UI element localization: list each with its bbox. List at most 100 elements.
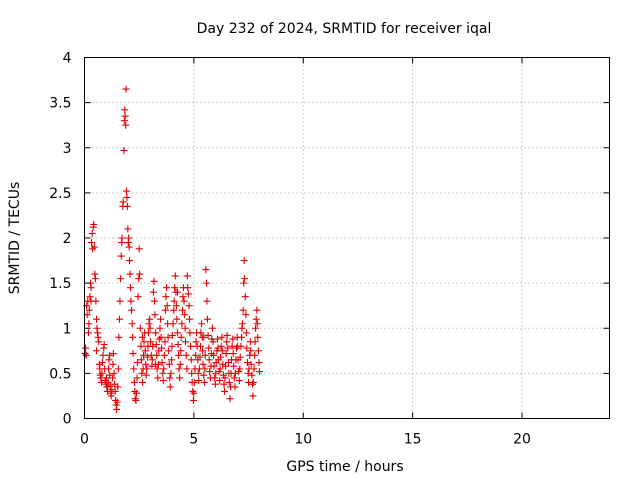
data-point: [149, 288, 157, 296]
data-point: [252, 324, 260, 332]
data-point: [210, 351, 218, 359]
data-point: [158, 344, 165, 352]
data-point: [152, 360, 160, 368]
data-point: [206, 368, 214, 376]
x-tick-label: 15: [404, 432, 422, 448]
data-point: [156, 324, 164, 332]
data-point: [205, 356, 213, 364]
data-point: [184, 284, 192, 292]
data-point: [144, 329, 152, 337]
data-point: [82, 351, 90, 359]
data-point: [119, 198, 127, 206]
data-point: [211, 374, 219, 382]
data-point: [177, 347, 185, 355]
data-point: [137, 356, 145, 364]
data-point: [82, 344, 90, 352]
data-point: [169, 320, 177, 328]
data-point: [256, 368, 263, 376]
data-point: [252, 315, 260, 323]
data-point: [117, 275, 125, 283]
data-point: [195, 377, 203, 385]
data-point: [136, 324, 144, 332]
data-point: [202, 266, 210, 274]
data-point: [183, 272, 191, 280]
data-point: [117, 252, 125, 260]
data-point: [171, 272, 179, 280]
x-axis-label: GPS time / hours: [286, 459, 403, 475]
data-point: [214, 335, 221, 343]
data-point: [179, 306, 186, 314]
data-point: [130, 378, 138, 386]
data-point: [124, 225, 132, 233]
data-point: [161, 338, 169, 346]
data-point: [95, 338, 103, 346]
data-point: [196, 353, 204, 361]
data-point: [171, 284, 179, 292]
data-point: [249, 378, 257, 386]
data-point: [142, 360, 150, 368]
data-point: [248, 371, 256, 379]
data-point: [251, 351, 259, 359]
data-point: [231, 383, 239, 391]
data-point: [242, 329, 250, 337]
data-point: [165, 347, 173, 355]
data-point: [187, 342, 195, 350]
data-point: [126, 257, 134, 265]
data-point: [199, 347, 207, 355]
data-point: [160, 351, 168, 359]
data-point: [192, 338, 200, 346]
data-point: [222, 350, 230, 358]
data-point: [86, 293, 94, 301]
data-point: [236, 365, 244, 373]
data-point: [194, 369, 202, 377]
data-point: [89, 245, 97, 253]
data-point: [114, 365, 122, 373]
data-point: [229, 335, 237, 343]
data-point: [238, 333, 246, 341]
data-point: [85, 320, 93, 328]
data-point: [212, 369, 220, 377]
data-point: [203, 297, 211, 305]
data-point: [135, 275, 143, 283]
data-point: [229, 350, 237, 358]
data-point: [208, 324, 216, 332]
data-point: [173, 315, 181, 323]
data-point: [240, 279, 248, 287]
data-point: [109, 374, 116, 382]
data-point: [106, 351, 114, 359]
data-point: [181, 324, 189, 332]
data-point: [116, 315, 123, 323]
data-point: [154, 374, 162, 382]
data-point: [126, 270, 134, 278]
data-point: [141, 347, 149, 355]
data-point: [173, 288, 181, 296]
data-point: [223, 331, 231, 339]
data-point: [110, 369, 118, 377]
data-point: [133, 389, 141, 397]
data-point: [249, 392, 257, 400]
data-point: [131, 387, 139, 395]
y-tick-label: 1: [63, 321, 72, 337]
data-point: [88, 229, 96, 237]
data-point: [217, 342, 225, 350]
data-point: [186, 315, 193, 323]
data-point: [146, 315, 154, 323]
data-point: [158, 359, 166, 367]
data-point: [112, 396, 120, 404]
data-point: [164, 333, 172, 341]
data-point: [122, 85, 130, 93]
data-point: [203, 279, 211, 287]
y-tick-label: 2: [63, 231, 72, 247]
data-point: [198, 320, 206, 328]
data-points: [81, 85, 263, 413]
data-point: [163, 284, 171, 292]
data-point: [217, 353, 225, 361]
data-point: [137, 342, 145, 350]
data-point: [142, 371, 150, 379]
data-point: [148, 356, 156, 364]
data-point: [129, 333, 137, 341]
data-point: [177, 333, 185, 341]
data-point: [85, 306, 93, 314]
data-point: [218, 347, 226, 355]
data-point: [254, 347, 262, 355]
